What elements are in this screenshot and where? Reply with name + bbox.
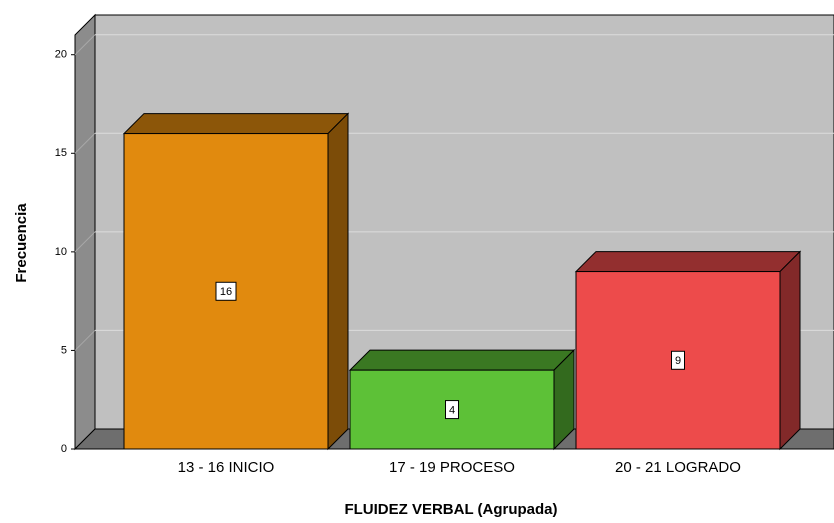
bar-group: [122, 112, 350, 451]
y-tick-label: 20: [55, 49, 67, 61]
x-tick-label: 13 - 16 INICIO: [178, 459, 275, 476]
value-label: 4: [449, 404, 455, 416]
x-tick-label: 17 - 19 PROCESO: [389, 459, 515, 476]
grid-line: [74, 330, 96, 351]
value-label: 9: [675, 355, 681, 367]
y-axis-title: Frecuencia: [13, 203, 30, 283]
grid-line: [74, 132, 96, 154]
x-axis-title: FLUIDEZ VERBAL (Agrupada): [344, 501, 557, 518]
bar-side: [327, 112, 349, 451]
value-label: 16: [220, 286, 232, 298]
side-wall: [74, 13, 96, 451]
y-tick-label: 15: [55, 147, 67, 159]
bar-top: [574, 251, 802, 273]
y-tick-label: 5: [61, 344, 67, 356]
grid-line: [74, 231, 96, 253]
y-tick-label: 0: [61, 443, 67, 455]
value-label-box: [215, 281, 237, 301]
value-label-box: [445, 400, 459, 420]
bar-group: [574, 250, 802, 451]
bar-top: [122, 113, 350, 135]
bar-side: [779, 250, 801, 451]
y-tick-label: 10: [55, 246, 67, 258]
x-tick-label: 20 - 21 LOGRADO: [615, 459, 741, 476]
bar-group: [348, 348, 576, 451]
value-label-box: [671, 350, 685, 370]
bar-top: [348, 349, 576, 371]
grid-line: [74, 34, 96, 56]
